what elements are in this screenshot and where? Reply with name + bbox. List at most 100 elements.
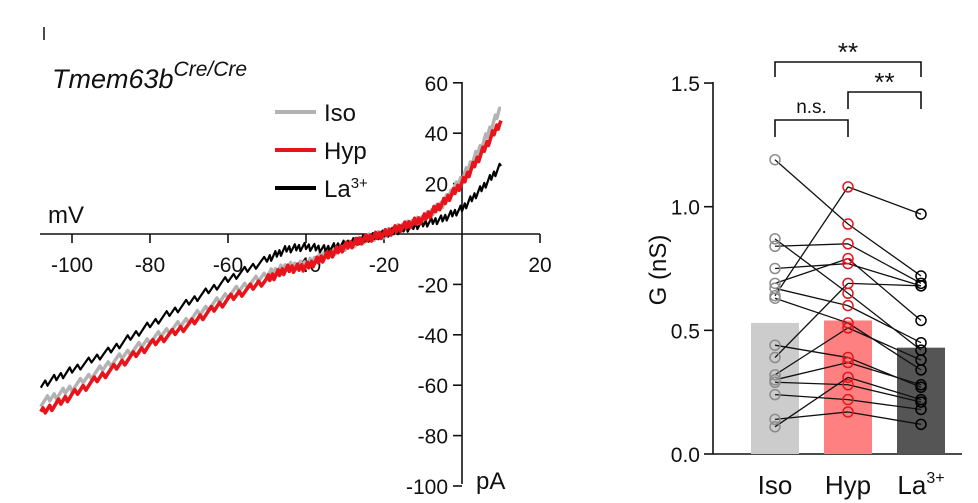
paired-line [847, 282, 922, 287]
data-point [769, 339, 781, 351]
paired-line [774, 159, 849, 225]
paired-line [774, 297, 849, 324]
paired-line [847, 262, 922, 287]
data-point [915, 393, 927, 406]
bar-la [897, 347, 945, 454]
paired-line [847, 186, 922, 215]
iv-y-tick-label: -80 [418, 426, 448, 449]
data-point [915, 418, 927, 431]
data-point [769, 376, 781, 389]
iv-x-tick-label: 20 [528, 254, 551, 277]
significance-bracket [847, 91, 922, 109]
iv-x-tick-label: -80 [135, 254, 165, 277]
bar-iso [751, 322, 799, 454]
significance-label: n.s. [796, 97, 827, 118]
iv-x-tick-label: -60 [213, 254, 243, 277]
paired-line [847, 411, 922, 425]
bar-hyp [824, 320, 872, 454]
significance-label: ** [874, 67, 894, 97]
paired-line [774, 262, 849, 270]
paired-points [769, 153, 927, 433]
paired-line [847, 243, 922, 284]
data-point [842, 299, 854, 312]
legend-label-hyp: Hyp [324, 138, 367, 165]
legend-label-text: La [324, 176, 351, 203]
data-point [769, 292, 781, 304]
paired-line [774, 361, 849, 381]
bar-y-ticks: 0.0 0.5 1.0 1.5 [671, 73, 713, 467]
data-point [769, 240, 781, 253]
data-point [915, 354, 927, 366]
iv-title-main: Tmem63b [52, 64, 174, 94]
bar-category-sup: 3+ [926, 470, 944, 487]
significance-label: ** [838, 37, 858, 67]
bar-y-axis-label: G (nS) [645, 235, 672, 306]
paired-line [774, 381, 849, 386]
conductance-bar-panel: G (nS) 0.0 0.5 1.0 1.5 Iso Hyp La3+ n.s. ** ** [645, 37, 962, 500]
data-point [769, 262, 781, 275]
data-point [842, 371, 854, 384]
iv-curve-panel: Tmem63bCre/Cre Iso Hyp La3+ -100 -80 -60 -40 -… [39, 58, 552, 499]
iv-y-tick-label: -40 [418, 325, 448, 348]
legend-label-text: Iso [324, 100, 356, 127]
data-point [842, 277, 854, 290]
paired-line [847, 292, 922, 351]
iv-series-line-hyp [39, 119, 503, 415]
data-point [842, 322, 854, 334]
data-point [769, 413, 781, 426]
paired-line [774, 282, 849, 359]
paired-line [774, 243, 849, 247]
bar-y-tick-label: 1.5 [671, 73, 700, 96]
data-point [915, 314, 927, 327]
paired-line [774, 327, 849, 376]
iv-x-axis-label: mV [48, 202, 84, 229]
data-point [842, 406, 854, 418]
bar-category-text: Hyp [825, 470, 871, 500]
paired-line [847, 398, 922, 411]
data-point [842, 252, 854, 265]
paired-lines [774, 159, 922, 428]
paired-line [847, 361, 922, 386]
bar-category-label: La3+ [897, 470, 944, 500]
legend-label-text: Hyp [324, 138, 367, 165]
bar-category-label: Hyp [825, 470, 871, 500]
data-point [842, 181, 854, 193]
bar-category-label: Iso [758, 470, 793, 500]
paired-line [847, 384, 922, 403]
iv-x-tick-label: -20 [369, 254, 399, 277]
iv-y-tick-label: -100 [406, 476, 448, 499]
data-point [915, 208, 927, 220]
bar-y-tick-label: 1.0 [671, 197, 700, 220]
iv-series-group [39, 106, 503, 415]
iv-y-tick-label: -60 [418, 375, 448, 398]
data-point [915, 336, 927, 349]
data-point [769, 351, 781, 364]
iv-x-tick-label: -100 [51, 254, 93, 277]
legend-label-sup: 3+ [351, 175, 368, 192]
iv-y-tick-label: 20 [425, 174, 448, 197]
data-point [769, 277, 781, 290]
data-point [769, 388, 781, 401]
bar-category-text: Iso [758, 470, 793, 500]
iv-y-ticks: -100 -80 -60 -40 -20 20 40 60 [406, 73, 462, 499]
paired-line [847, 258, 922, 321]
data-point [915, 280, 927, 292]
bar-y-tick-label: 0.5 [671, 320, 700, 343]
iv-panel-title: Tmem63bCre/Cre [52, 58, 247, 94]
legend-label-iso: Iso [324, 100, 356, 127]
data-point [842, 351, 854, 364]
significance-bracket [774, 61, 922, 77]
data-point [842, 393, 854, 406]
iv-legend: Iso Hyp La3+ [275, 100, 368, 203]
iv-y-axis-label: pA [476, 468, 505, 495]
significance-bracket [774, 119, 849, 137]
data-point [915, 379, 927, 391]
paired-line [774, 186, 849, 297]
paired-line [847, 327, 922, 361]
paired-line [774, 393, 849, 401]
iv-y-tick-label: -20 [418, 274, 448, 297]
paired-line [847, 376, 922, 401]
data-point [769, 421, 781, 433]
legend-label-la: La3+ [324, 175, 368, 203]
